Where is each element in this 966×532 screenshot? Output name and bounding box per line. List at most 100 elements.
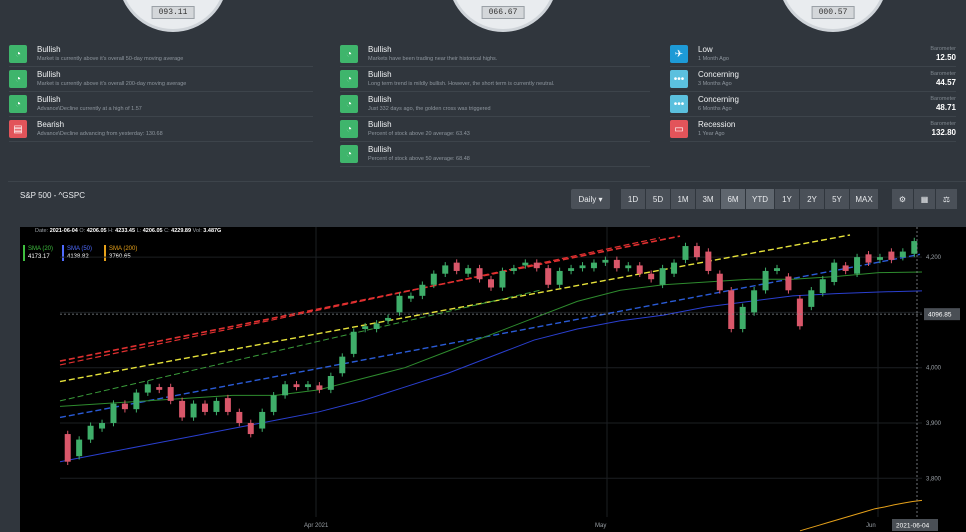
y-tick-label: 4,000 bbox=[926, 366, 942, 372]
chart-panel-title: S&P 500 - ^GSPC bbox=[20, 191, 85, 200]
candle bbox=[144, 384, 151, 393]
candle bbox=[590, 262, 597, 269]
candle bbox=[819, 279, 826, 294]
signal-description: Market is currently above it's overall 5… bbox=[37, 56, 184, 62]
signal-description: 6 Months Ago bbox=[698, 106, 732, 112]
signal-description: Percent of stock above 50 average: 68.48 bbox=[368, 156, 470, 162]
candle bbox=[785, 276, 792, 291]
signal-text: Bullish Percent of stock above 50 average… bbox=[368, 145, 650, 163]
crosshair-price-box bbox=[924, 308, 960, 321]
x-tick-label: Apr 2021 bbox=[304, 523, 329, 529]
candle bbox=[465, 268, 472, 274]
signal-row: ••• Concerning 6 Months Ago Barometer 48.71 bbox=[670, 92, 956, 117]
candle bbox=[545, 268, 552, 285]
signal-description: Percent of stock above 20 average: 63.43 bbox=[368, 131, 470, 137]
candle bbox=[282, 384, 289, 396]
signal-text: Low 1 Month Ago bbox=[698, 45, 930, 63]
candle bbox=[213, 400, 220, 412]
signal-description: 3 Months Ago bbox=[698, 81, 732, 87]
candle bbox=[636, 265, 643, 274]
signal-column-2: ◔ Bullish Markets have been trading near t… bbox=[340, 42, 650, 167]
candle bbox=[625, 265, 632, 269]
signal-title: Bullish bbox=[37, 70, 61, 79]
candle bbox=[442, 265, 449, 274]
range-button-1d[interactable]: 1D bbox=[621, 189, 646, 209]
candle bbox=[751, 290, 758, 313]
candle bbox=[362, 326, 369, 329]
sma200-line bbox=[799, 499, 923, 532]
candle bbox=[110, 403, 117, 423]
speedometer-icon: ◔ bbox=[340, 45, 358, 63]
range-button-3m[interactable]: 3M bbox=[696, 189, 721, 209]
signal-row: ▭ Recession 1 Year Ago Barometer 132.80 bbox=[670, 117, 956, 142]
signal-column-1: ◔ Bullish Market is currently above it's o… bbox=[9, 42, 313, 142]
candle bbox=[167, 387, 174, 401]
range-button-max[interactable]: MAX bbox=[850, 189, 879, 209]
signal-text: Bullish Market is currently above it's ov… bbox=[37, 70, 313, 88]
barometer: Barometer 48.71 bbox=[930, 95, 956, 112]
candle bbox=[831, 262, 838, 282]
candle bbox=[350, 331, 357, 354]
signal-text: Bullish Markets have been trading near th… bbox=[368, 45, 650, 63]
signal-row: ◔ Bullish Market is currently above it's o… bbox=[9, 42, 313, 67]
chart-panel: S&P 500 - ^GSPC Daily ▾ 1D 5D 1M 3M 6M YTD 1Y 2… bbox=[8, 181, 966, 532]
candle bbox=[202, 403, 208, 412]
range-button-ytd[interactable]: YTD bbox=[746, 189, 775, 209]
candle bbox=[739, 306, 746, 329]
speedometer-icon: ◔ bbox=[340, 120, 358, 138]
crosshair-price-label: 4096.85 bbox=[928, 312, 952, 319]
candle bbox=[716, 273, 723, 291]
range-button-1y[interactable]: 1Y bbox=[775, 189, 800, 209]
signal-row: ◔ Bullish Percent of stock above 50 averag… bbox=[340, 142, 650, 167]
sma20-line bbox=[59, 271, 923, 407]
signal-title: Bullish bbox=[368, 45, 392, 54]
speedometer-icon: ◔ bbox=[340, 70, 358, 88]
calculator-icon[interactable]: ▦ bbox=[914, 189, 936, 209]
candle bbox=[179, 400, 186, 418]
range-button-5y[interactable]: 5Y bbox=[825, 189, 850, 209]
signal-title: Concerning bbox=[698, 95, 739, 104]
candle bbox=[762, 270, 769, 291]
scale-icon[interactable]: ⚖ bbox=[936, 189, 958, 209]
candle bbox=[522, 262, 529, 266]
candle bbox=[876, 257, 883, 260]
barometer: Barometer 12.50 bbox=[930, 45, 956, 62]
candle bbox=[854, 257, 861, 274]
candle bbox=[247, 423, 254, 435]
signal-text: Concerning 6 Months Ago bbox=[698, 95, 930, 113]
signal-title: Low bbox=[698, 45, 713, 54]
candle bbox=[259, 411, 266, 429]
signal-title: Bullish bbox=[37, 45, 61, 54]
signal-description: 1 Year Ago bbox=[698, 131, 725, 137]
candle bbox=[842, 265, 849, 271]
settings-icon[interactable]: ⚙ bbox=[892, 189, 914, 209]
range-button-6m[interactable]: 6M bbox=[721, 189, 746, 209]
signal-row: ◔ Bullish Percent of stock above 20 averag… bbox=[340, 117, 650, 142]
gauge-1: 093.11 bbox=[118, 0, 228, 32]
candle bbox=[682, 246, 689, 260]
interval-dropdown[interactable]: Daily ▾ bbox=[571, 189, 611, 209]
barometer: Barometer 132.80 bbox=[930, 120, 956, 137]
signal-title: Bullish bbox=[368, 120, 392, 129]
signal-row: ◔ Bullish Market is currently above it's o… bbox=[9, 67, 313, 92]
candle bbox=[796, 298, 803, 327]
range-button-5d[interactable]: 5D bbox=[646, 189, 671, 209]
candle bbox=[888, 251, 895, 260]
price-chart[interactable]: Date: 2021-06-04 O: 4206.05 H: 4233.45 L… bbox=[20, 227, 966, 532]
trendline-red bbox=[59, 235, 681, 362]
signal-title: Bullish bbox=[368, 95, 392, 104]
ohlc-legend: Date: 2021-06-04 O: 4206.05 H: 4233.45 L… bbox=[35, 228, 222, 234]
speedometer-icon: ◔ bbox=[9, 70, 27, 88]
candle bbox=[453, 262, 460, 271]
gauge-value: 066.67 bbox=[481, 6, 525, 19]
signal-description: 1 Month Ago bbox=[698, 56, 729, 62]
range-button-2y[interactable]: 2Y bbox=[800, 189, 825, 209]
chat-icon: ▭ bbox=[670, 120, 688, 138]
candle bbox=[316, 385, 323, 390]
signal-description: Advance\Decline currently at a high of 1… bbox=[37, 106, 142, 112]
dots-icon: ••• bbox=[670, 95, 688, 113]
candle bbox=[774, 268, 780, 271]
range-button-1m[interactable]: 1M bbox=[671, 189, 696, 209]
candle bbox=[648, 273, 655, 280]
